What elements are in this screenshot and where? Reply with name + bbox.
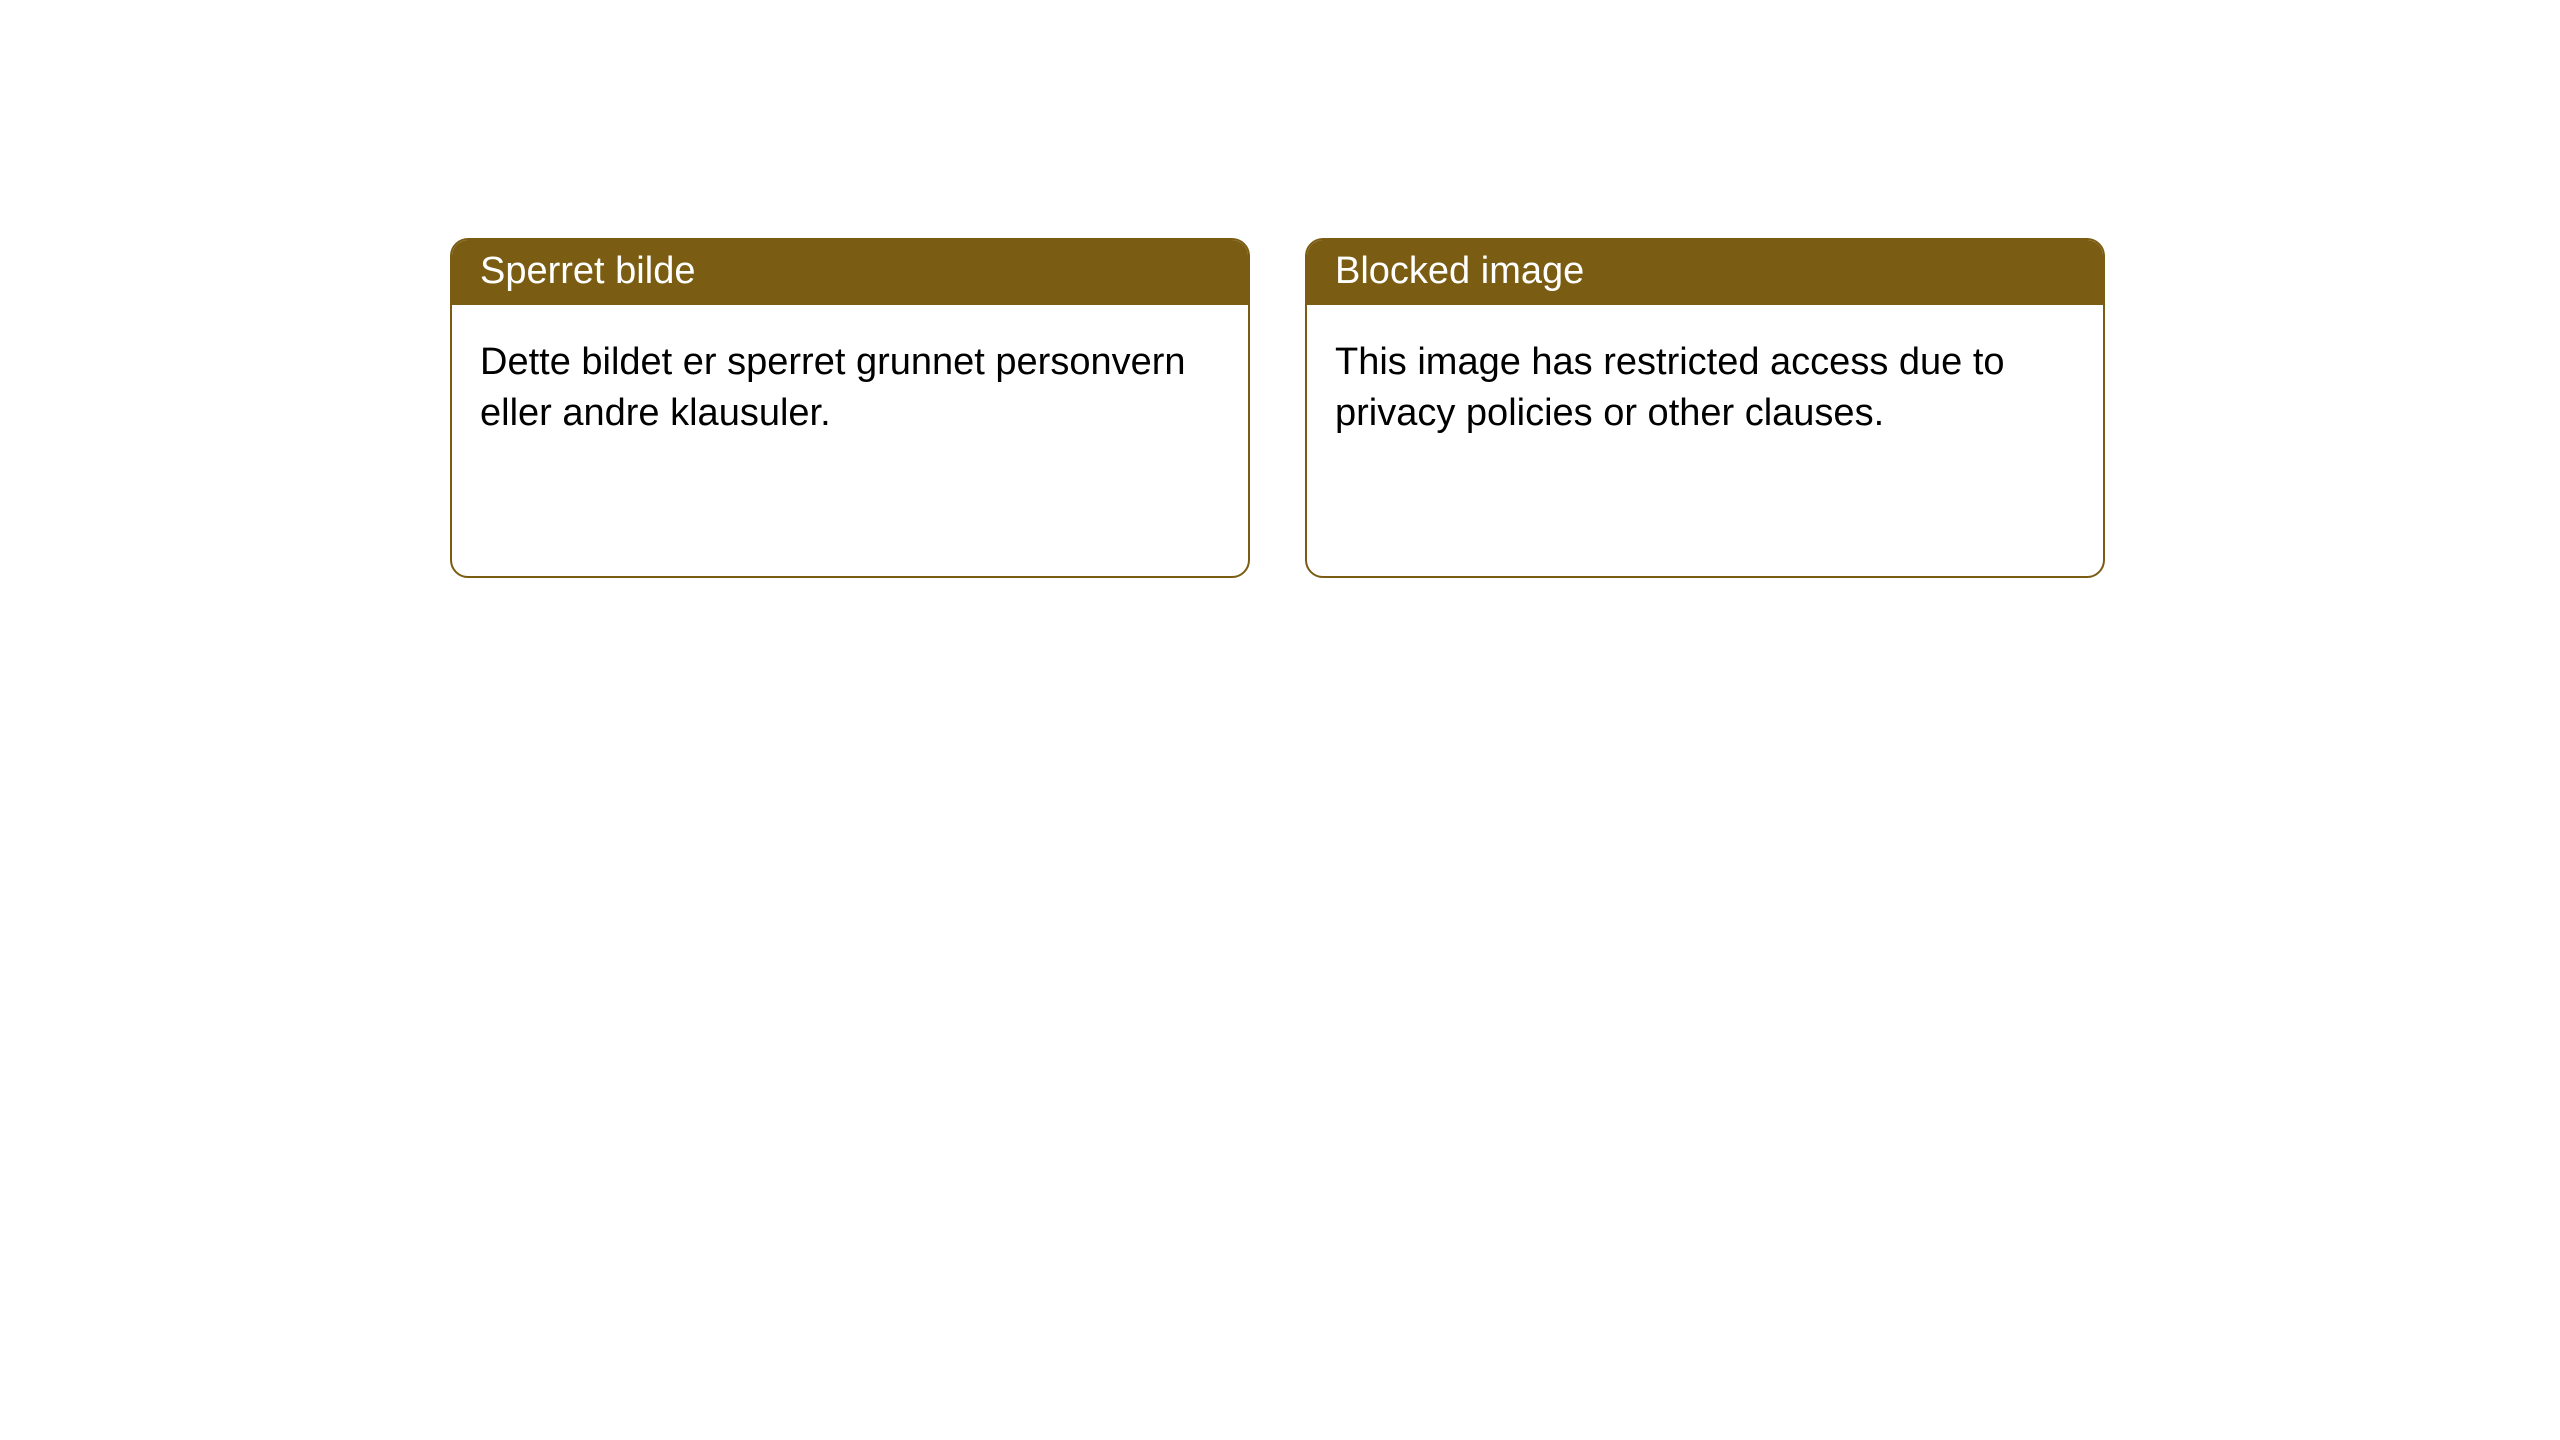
notice-card-english: Blocked image This image has restricted …	[1305, 238, 2105, 578]
notice-cards-container: Sperret bilde Dette bildet er sperret gr…	[450, 238, 2105, 578]
notice-card-body: Dette bildet er sperret grunnet personve…	[452, 305, 1248, 472]
notice-card-norwegian: Sperret bilde Dette bildet er sperret gr…	[450, 238, 1250, 578]
notice-card-body: This image has restricted access due to …	[1307, 305, 2103, 472]
notice-card-title: Blocked image	[1307, 240, 2103, 305]
notice-card-title: Sperret bilde	[452, 240, 1248, 305]
